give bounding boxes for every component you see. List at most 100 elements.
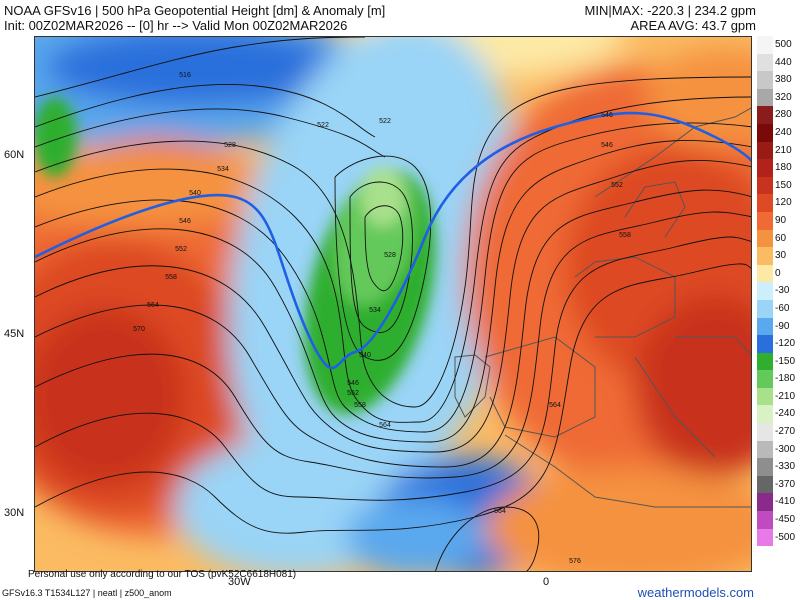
- contour-label: 546: [601, 112, 613, 119]
- coastlines: [454, 107, 751, 508]
- contour-label: 546: [347, 380, 359, 387]
- lat-label-45n: 45N: [4, 328, 25, 340]
- contour-label: 534: [217, 166, 229, 173]
- colorbar-swatch: [757, 511, 773, 529]
- contour-label: 576: [569, 558, 581, 565]
- colorbar: 500 440 380 320 280 240 210 180 150 120 90 60 30 0 -30…: [755, 36, 800, 547]
- contour-label: 558: [165, 274, 177, 281]
- contour-label: 522: [317, 122, 329, 129]
- colorbar-swatch: [757, 88, 773, 107]
- colorbar-entry: -120: [755, 335, 800, 353]
- colorbar-swatch: [757, 282, 773, 300]
- colorbar-entry: -300: [755, 440, 800, 459]
- contour-label: 540: [189, 190, 201, 197]
- min-max-readout: MIN|MAX: -220.3 | 234.2 gpm: [584, 3, 757, 18]
- colorbar-swatch: [757, 493, 773, 512]
- colorbar-swatch: [757, 176, 773, 195]
- colorbar-label: -240: [775, 408, 796, 420]
- contour-label: 558: [619, 232, 631, 239]
- contour-label: 546: [601, 142, 613, 149]
- height-contour: [435, 506, 540, 571]
- map-title: NOAA GFSv16 | 500 hPa Geopotential Heigh…: [4, 3, 386, 18]
- colorbar-swatch: [757, 475, 773, 494]
- contour-label: 564: [379, 422, 391, 429]
- colorbar-label: 90: [775, 214, 787, 226]
- colorbar-label: 240: [775, 126, 792, 138]
- colorbar-swatch: [757, 211, 773, 230]
- colorbar-label: 180: [775, 162, 792, 174]
- colorbar-label: 150: [775, 179, 792, 191]
- colorbar-swatch: [757, 106, 773, 124]
- colorbar-entry: 120: [755, 194, 800, 212]
- height-contour: [35, 211, 751, 479]
- area-average-readout: AREA AVG: 43.7 gpm: [630, 18, 757, 33]
- contour-label: 534: [369, 307, 381, 314]
- colorbar-entry: -210: [755, 387, 800, 406]
- colorbar-swatch: [757, 194, 773, 212]
- contour-label: 552: [175, 246, 187, 253]
- colorbar-swatch: [757, 440, 773, 459]
- colorbar-entry: 60: [755, 229, 800, 248]
- contour-label: 564: [549, 402, 561, 409]
- colorbar-entry: 380: [755, 71, 800, 89]
- height-contour: [35, 236, 751, 501]
- contour-label: 570: [133, 326, 145, 333]
- colorbar-label: -210: [775, 390, 796, 402]
- colorbar-entry: 440: [755, 53, 800, 72]
- contour-label: 558: [354, 402, 366, 409]
- contour-label: 540: [359, 352, 371, 359]
- colorbar-entry: 0: [755, 264, 800, 283]
- contour-label: 564: [494, 508, 506, 515]
- colorbar-entry: 210: [755, 141, 800, 160]
- contour-label: 546: [179, 218, 191, 225]
- colorbar-entry: 180: [755, 159, 800, 177]
- colorbar-label: -180: [775, 373, 796, 385]
- colorbar-swatch: [757, 352, 773, 371]
- contour-label: 552: [347, 390, 359, 397]
- height-contour: [35, 159, 751, 453]
- colorbar-entry: -270: [755, 423, 800, 441]
- colorbar-swatch: [757, 247, 773, 265]
- map-canvas: 516 522 522 528 534 540 546 552 558 564 570 528 534 5…: [35, 37, 751, 571]
- colorbar-label: -500: [775, 531, 796, 543]
- colorbar-swatch: [757, 458, 773, 476]
- contour-label: 516: [179, 72, 191, 79]
- contour-label: 522: [379, 118, 391, 125]
- colorbar-entry: -450: [755, 511, 800, 529]
- height-contour: [35, 37, 366, 98]
- contour-labels: 516 522 522 528 534 540 546 552 558 564 570 528 534 5…: [133, 72, 631, 565]
- colorbar-entry: -60: [755, 299, 800, 318]
- highlight-contour: [35, 111, 751, 369]
- colorbar-swatch: [757, 53, 773, 72]
- lat-label-30n: 30N: [4, 507, 25, 519]
- colorbar-label: -450: [775, 514, 796, 526]
- colorbar-swatch: [757, 299, 773, 318]
- colorbar-entry: -180: [755, 370, 800, 388]
- colorbar-swatch: [757, 370, 773, 388]
- contour-label: 528: [224, 142, 236, 149]
- colorbar-label: -270: [775, 426, 796, 438]
- lat-label-60n: 60N: [4, 149, 25, 161]
- height-contour: [35, 189, 751, 468]
- colorbar-swatch: [757, 123, 773, 142]
- colorbar-entry: -90: [755, 317, 800, 336]
- colorbar-swatch: [757, 264, 773, 283]
- colorbar-entry: 500: [755, 36, 800, 54]
- colorbar-entry: -370: [755, 475, 800, 494]
- contour-label: 552: [611, 182, 623, 189]
- init-valid-time: Init: 00Z02MAR2026 -- [0] hr --> Valid M…: [4, 18, 348, 33]
- colorbar-label: 320: [775, 91, 792, 103]
- height-contour: [35, 140, 751, 443]
- colorbar-swatch: [757, 405, 773, 424]
- colorbar-entry: 30: [755, 247, 800, 265]
- colorbar-entry: -30: [755, 282, 800, 300]
- colorbar-label: -330: [775, 461, 796, 473]
- colorbar-label: 500: [775, 39, 792, 50]
- colorbar-label: 440: [775, 56, 792, 68]
- colorbar-label: 280: [775, 109, 792, 121]
- colorbar-swatch: [757, 387, 773, 406]
- colorbar-label: -370: [775, 478, 796, 490]
- height-contour: [35, 83, 376, 138]
- height-contour: [334, 155, 432, 361]
- footer-brand-link[interactable]: weathermodels.com: [637, 585, 754, 600]
